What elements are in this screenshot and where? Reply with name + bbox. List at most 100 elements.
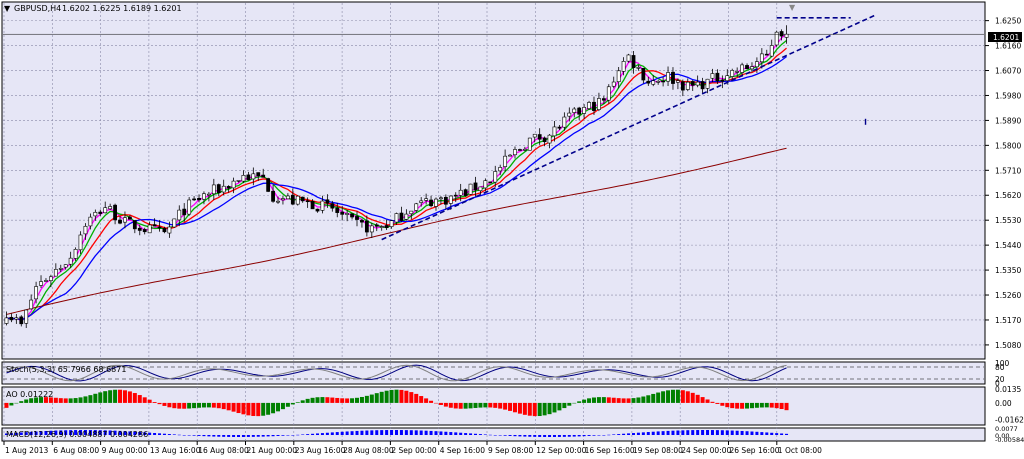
stoch-tick-label: 100	[995, 359, 1010, 368]
macd-bar	[256, 435, 260, 437]
stoch-tick-label: 80	[995, 363, 1005, 372]
macd-bar	[98, 430, 102, 435]
y-tick-label: 1.5980	[995, 91, 1021, 100]
stoch-label: Stoch(5,3,3) 65.7966 68.6871	[6, 365, 126, 374]
ao-bar	[567, 402, 572, 406]
shift-marker-icon[interactable]: ▼	[789, 3, 796, 12]
grid-lines	[3, 3, 984, 441]
macd-bar	[330, 432, 334, 435]
y-tick-label: 1.5620	[995, 191, 1021, 200]
macd-bar	[202, 435, 206, 437]
candle-body	[187, 199, 192, 215]
ao-bar	[666, 390, 671, 403]
ao-bar	[384, 390, 389, 403]
macd-bar	[24, 432, 28, 435]
macd-tick-label: -0.00584	[995, 436, 1024, 444]
ao-tick-label: -0.01629	[995, 416, 1024, 425]
candle-body	[157, 226, 162, 229]
candle-body	[577, 107, 582, 115]
candle-body	[710, 73, 715, 79]
macd-bar	[301, 434, 305, 435]
candle-body	[626, 54, 631, 62]
indicator-series	[3, 364, 984, 437]
ao-bar	[764, 402, 769, 408]
candle-body	[202, 193, 206, 200]
ao-bar	[616, 398, 621, 403]
candle-body	[305, 200, 310, 203]
ao-bar	[9, 402, 14, 406]
macd-bar	[473, 433, 477, 435]
ao-bar	[177, 402, 182, 409]
macd-bar	[582, 435, 586, 437]
macd-bar	[370, 430, 374, 435]
y-tick-label: 1.5890	[995, 116, 1021, 125]
ao-bar	[453, 402, 458, 409]
candle-body	[167, 226, 172, 234]
candle-body	[587, 102, 591, 109]
ao-bar	[498, 402, 503, 409]
macd-bar	[246, 435, 250, 437]
candle-body	[547, 134, 552, 144]
ao-bar	[167, 402, 172, 408]
candle-body	[177, 209, 182, 221]
trend-line	[381, 14, 876, 241]
macd-bar	[69, 430, 73, 435]
macd-bar	[9, 433, 13, 435]
candle-body	[330, 203, 335, 209]
candle-body	[310, 200, 315, 210]
ao-bar	[493, 402, 498, 408]
y-tick-label: 1.5530	[995, 216, 1021, 225]
macd-bar	[187, 435, 191, 436]
candle-body	[93, 211, 98, 217]
macd-bar	[557, 435, 561, 437]
macd-bar	[217, 435, 221, 437]
y-tick-label: 1.5170	[995, 316, 1021, 325]
macd-bar	[518, 435, 522, 437]
macd-bar	[14, 432, 18, 435]
ao-bar	[468, 402, 473, 409]
candle-body	[434, 198, 438, 207]
macd-bar	[755, 431, 759, 435]
x-tick-label: 12 Sep 00:00	[536, 446, 586, 455]
candle-body	[473, 182, 478, 191]
candle-body	[315, 208, 320, 212]
candle-body	[34, 286, 38, 300]
candle-body	[152, 224, 157, 227]
ao-tick-label: 0.0135	[995, 385, 1021, 394]
candle-body	[488, 181, 493, 184]
stoch-tick-label: 20	[995, 375, 1005, 384]
macd-bar	[237, 435, 241, 437]
macd-bar	[641, 432, 645, 435]
macd-bar	[513, 435, 517, 437]
current-price-tag	[988, 32, 1022, 42]
macd-bar	[49, 430, 53, 435]
macd-bar	[207, 435, 211, 437]
macd-bar	[508, 435, 512, 436]
macd-bar	[212, 435, 216, 437]
candle-body	[745, 65, 749, 70]
candle-body	[360, 220, 364, 223]
candle-body	[636, 67, 641, 69]
macd-bar	[636, 432, 640, 435]
chart-menu-icon[interactable]: ▼	[4, 4, 11, 13]
ao-bar	[443, 402, 448, 407]
ao-bar	[355, 397, 360, 403]
ao-bar	[221, 402, 226, 410]
macd-bar	[715, 430, 719, 435]
ao-bar	[779, 402, 784, 410]
candle-body	[784, 33, 789, 38]
ao-bar	[661, 391, 666, 403]
candle-body	[9, 316, 14, 321]
candle-body	[281, 198, 285, 201]
candle-body	[631, 55, 636, 68]
candle-body	[463, 189, 468, 196]
stoch-tick-label: 0	[995, 379, 1000, 388]
candle-body	[113, 204, 117, 221]
ao-bar	[784, 402, 789, 411]
macd-bar	[177, 434, 181, 436]
candle-body	[241, 175, 246, 182]
macd-bar	[439, 431, 443, 435]
macd-bar	[222, 435, 226, 437]
